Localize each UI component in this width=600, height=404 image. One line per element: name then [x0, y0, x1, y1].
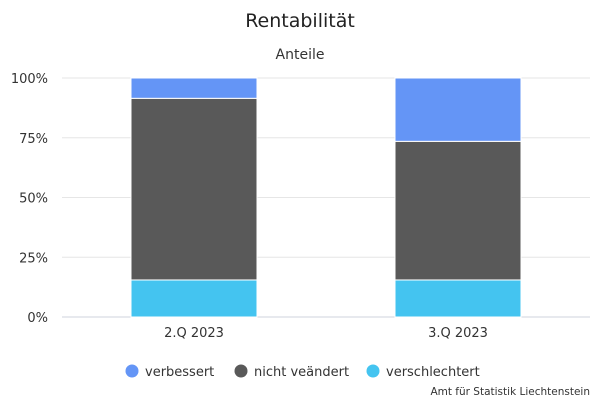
legend-item[interactable]: verschlechtert: [366, 364, 480, 381]
y-tick-label: 0%: [27, 311, 48, 326]
legend-label: nicht veändert: [254, 365, 349, 380]
bar-segment-verschlechtert[interactable]: [130, 279, 258, 318]
legend-item[interactable]: nicht veändert: [234, 364, 350, 381]
chart-subtitle: Anteile: [276, 47, 325, 63]
y-tick-label: 25%: [19, 251, 48, 266]
x-tick-label: 3.Q 2023: [428, 326, 488, 341]
legend-marker: [234, 364, 248, 378]
bars: [130, 77, 522, 318]
legend-marker: [125, 364, 139, 378]
legend-item[interactable]: verbessert: [125, 364, 215, 381]
legend: verbessert nicht veändert verschlechtert: [125, 364, 480, 381]
legend-label: verbessert: [145, 365, 214, 380]
credit-text: Amt für Statistik Liechtenstein: [430, 386, 590, 398]
legend-marker: [366, 364, 380, 378]
y-tick-label: 50%: [19, 192, 48, 207]
chart-title: Rentabilität: [245, 10, 355, 32]
bar-segment-verbessert[interactable]: [394, 77, 522, 142]
x-tick-label: 2.Q 2023: [164, 326, 224, 341]
y-axis-ticks: 0% 25% 50% 75% 100%: [11, 72, 48, 326]
y-tick-label: 100%: [11, 72, 48, 87]
legend-label: verschlechtert: [386, 365, 480, 380]
bar-segment-nicht-veändert[interactable]: [130, 97, 258, 281]
y-tick-label: 75%: [19, 132, 48, 147]
bar-segment-nicht-veändert[interactable]: [394, 140, 522, 281]
x-axis-ticks: 2.Q 2023 3.Q 2023: [164, 326, 488, 341]
bar-segment-verschlechtert[interactable]: [394, 279, 522, 318]
bar-segment-verbessert[interactable]: [130, 77, 258, 99]
